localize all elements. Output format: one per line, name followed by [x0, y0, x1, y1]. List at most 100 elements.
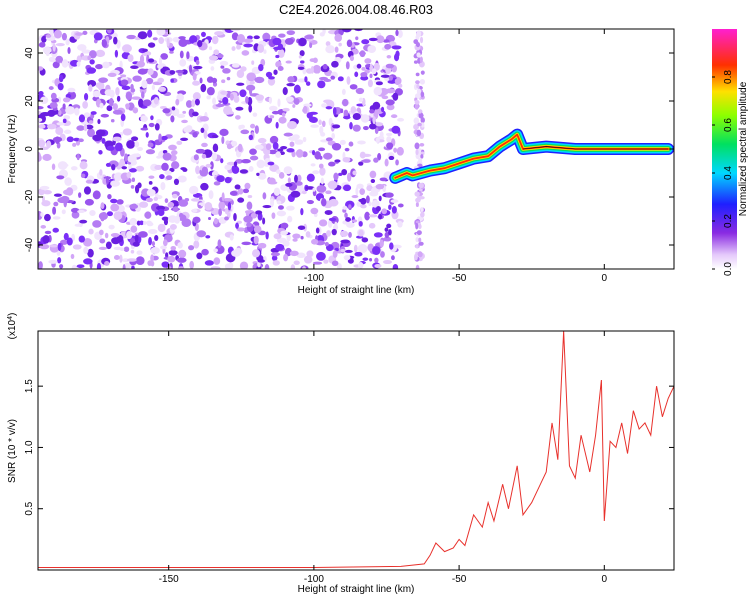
noise-blob: [137, 31, 148, 40]
noise-blob: [385, 132, 393, 137]
noise-blob: [57, 257, 62, 264]
noise-blob: [95, 64, 103, 70]
noise-blob: [112, 136, 122, 142]
noise-blob: [212, 170, 219, 176]
noise-blob: [317, 80, 326, 89]
noise-blob: [88, 84, 93, 92]
noise-blob: [273, 233, 282, 240]
snr-x-axis-label: Height of straight line (km): [298, 584, 415, 595]
noise-blob: [38, 66, 44, 71]
noise-blob: [287, 76, 295, 83]
noise-blob: [70, 166, 78, 171]
noise-blob: [346, 76, 351, 85]
noise-blob: [253, 235, 259, 245]
noise-blob: [334, 221, 338, 229]
noise-blob: [52, 61, 60, 69]
noise-blob: [40, 96, 49, 105]
noise-blob: [157, 223, 166, 233]
noise-blob: [76, 125, 85, 131]
noise-blob: [86, 67, 97, 74]
noise-blob: [156, 205, 166, 211]
noise-blob: [193, 154, 199, 161]
noise-blob: [354, 29, 363, 32]
noise-blob: [355, 36, 359, 41]
noise-blob: [246, 72, 257, 82]
noise-blob: [419, 56, 423, 63]
noise-blob: [418, 241, 424, 246]
noise-blob: [241, 241, 252, 246]
noise-blob: [316, 185, 327, 193]
noise-blob: [239, 89, 247, 98]
noise-blob: [262, 217, 266, 225]
noise-blob: [346, 39, 353, 48]
noise-blob: [392, 264, 399, 269]
noise-blob: [293, 84, 301, 94]
noise-blob: [145, 77, 154, 85]
noise-blob: [267, 77, 276, 86]
noise-blob: [76, 153, 80, 161]
x-tick-label: -150: [159, 574, 179, 585]
noise-blob: [55, 43, 65, 47]
noise-blob: [380, 251, 385, 258]
noise-blob: [321, 198, 327, 207]
noise-blob: [99, 238, 106, 244]
noise-blob: [361, 153, 372, 158]
noise-blob: [276, 200, 282, 205]
noise-blob: [415, 222, 419, 230]
noise-blob: [231, 63, 240, 68]
noise-blob: [334, 33, 343, 42]
noise-blob: [83, 238, 93, 247]
noise-blob: [341, 88, 346, 96]
noise-blob: [113, 211, 123, 221]
noise-blob: [343, 109, 349, 118]
noise-blob: [349, 122, 353, 130]
noise-blob: [130, 65, 139, 70]
noise-blob: [277, 98, 281, 107]
noise-blob: [125, 103, 130, 110]
noise-blob: [360, 197, 367, 205]
noise-blob: [211, 134, 219, 139]
noise-blob: [249, 80, 255, 85]
noise-blob: [258, 63, 264, 72]
noise-blob: [386, 55, 392, 59]
noise-blob: [296, 174, 302, 182]
noise-blob: [218, 208, 223, 217]
noise-blob: [337, 76, 344, 82]
noise-blob: [213, 217, 219, 225]
noise-blob: [174, 215, 181, 224]
noise-blob: [241, 159, 251, 164]
noise-blob: [297, 78, 307, 83]
noise-blob: [240, 129, 250, 135]
noise-blob: [146, 220, 153, 225]
noise-blob: [292, 104, 296, 108]
noise-blob: [388, 229, 392, 236]
noise-blob: [213, 248, 218, 253]
noise-blob: [235, 115, 241, 120]
noise-blob: [275, 54, 280, 59]
noise-blob: [169, 224, 177, 230]
noise-blob: [217, 239, 222, 249]
noise-blob: [119, 158, 125, 166]
noise-blob: [338, 42, 342, 47]
noise-blob: [292, 233, 301, 239]
noise-blob: [320, 132, 326, 137]
noise-blob: [156, 155, 162, 159]
noise-blob: [38, 188, 45, 196]
noise-blob: [283, 166, 293, 175]
noise-blob: [124, 153, 128, 162]
noise-blob: [110, 203, 120, 212]
noise-blob: [110, 198, 118, 204]
noise-blob: [249, 148, 257, 155]
noise-blob: [365, 64, 371, 68]
noise-blob: [170, 115, 175, 123]
noise-blob: [254, 76, 265, 84]
noise-blob: [288, 136, 298, 141]
noise-blob: [140, 115, 148, 122]
noise-blob: [136, 60, 146, 68]
noise-blob: [327, 219, 333, 228]
noise-blob: [291, 150, 296, 158]
noise-blob: [358, 161, 364, 166]
noise-blob: [286, 205, 295, 211]
noise-blob: [130, 83, 134, 91]
